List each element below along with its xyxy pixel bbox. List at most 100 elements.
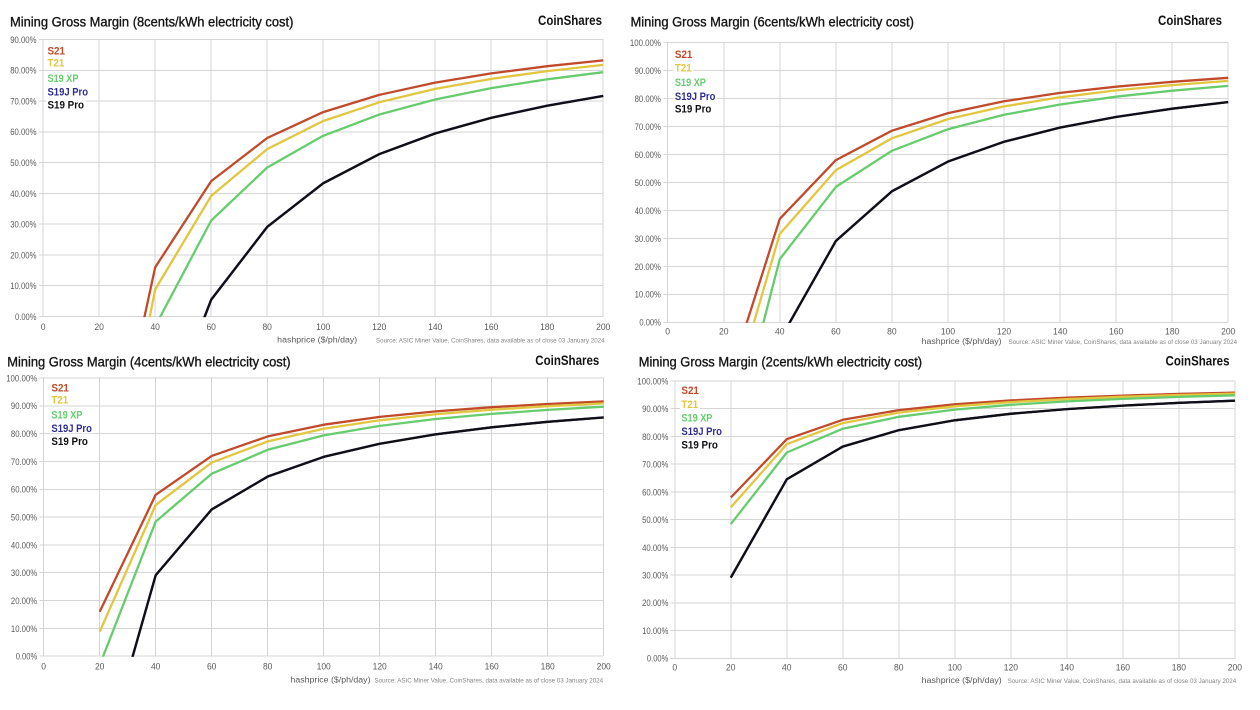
- svg-text:120: 120: [1004, 662, 1018, 673]
- svg-text:140: 140: [428, 322, 442, 333]
- svg-text:hashprice ($/ph/day): hashprice ($/ph/day): [277, 335, 357, 344]
- svg-text:60.00%: 60.00%: [11, 485, 38, 496]
- svg-text:0.00%: 0.00%: [16, 652, 38, 663]
- svg-text:100.00%: 100.00%: [630, 38, 661, 49]
- svg-text:hashprice ($/ph/day): hashprice ($/ph/day): [922, 337, 1002, 346]
- svg-text:Source: ASIC Miner Value, Coin: Source: ASIC Miner Value, CoinShares, da…: [1009, 339, 1238, 346]
- svg-text:T21: T21: [675, 62, 692, 74]
- svg-text:100.00%: 100.00%: [6, 373, 37, 384]
- svg-text:30.00%: 30.00%: [11, 568, 38, 579]
- svg-text:60: 60: [831, 327, 841, 338]
- svg-text:200: 200: [597, 662, 611, 673]
- svg-text:S19 Pro: S19 Pro: [48, 100, 85, 112]
- svg-text:180: 180: [1172, 662, 1186, 673]
- svg-text:40.00%: 40.00%: [642, 543, 669, 554]
- svg-text:CoinShares: CoinShares: [1158, 12, 1222, 28]
- svg-text:90.00%: 90.00%: [635, 66, 662, 77]
- svg-text:Mining Gross Margin (8cents/kW: Mining Gross Margin (8cents/kWh electric…: [10, 14, 293, 30]
- svg-text:20.00%: 20.00%: [635, 262, 662, 273]
- svg-text:20.00%: 20.00%: [11, 596, 38, 607]
- svg-text:60.00%: 60.00%: [635, 150, 662, 161]
- svg-text:200: 200: [1228, 662, 1242, 673]
- svg-text:60.00%: 60.00%: [642, 487, 669, 498]
- svg-text:160: 160: [484, 322, 498, 333]
- svg-text:140: 140: [1053, 327, 1067, 338]
- svg-text:20.00%: 20.00%: [642, 598, 669, 609]
- svg-text:120: 120: [372, 322, 386, 333]
- svg-text:0: 0: [665, 327, 670, 338]
- svg-text:10.00%: 10.00%: [10, 281, 37, 292]
- svg-text:0: 0: [672, 662, 677, 673]
- svg-text:80.00%: 80.00%: [642, 432, 669, 443]
- svg-text:100: 100: [317, 662, 331, 673]
- svg-text:20: 20: [94, 322, 104, 333]
- svg-text:Source: ASIC Miner Value, Coin: Source: ASIC Miner Value, CoinShares, da…: [376, 337, 605, 344]
- svg-text:S19 XP: S19 XP: [51, 410, 82, 422]
- svg-text:S21: S21: [681, 385, 699, 397]
- svg-text:hashprice ($/ph/day): hashprice ($/ph/day): [922, 676, 1002, 685]
- svg-text:0: 0: [41, 662, 46, 673]
- svg-text:Source: ASIC Miner Value, Coin: Source: ASIC Miner Value, CoinShares, da…: [1008, 678, 1237, 685]
- svg-text:160: 160: [1116, 662, 1130, 673]
- svg-text:70.00%: 70.00%: [635, 122, 662, 133]
- svg-text:CoinShares: CoinShares: [538, 12, 602, 28]
- svg-text:50.00%: 50.00%: [11, 513, 38, 524]
- svg-text:T21: T21: [51, 395, 68, 407]
- svg-text:Mining Gross Margin (4cents/kW: Mining Gross Margin (4cents/kWh electric…: [7, 354, 290, 370]
- svg-text:120: 120: [373, 662, 387, 673]
- svg-text:70.00%: 70.00%: [642, 460, 669, 471]
- svg-text:S19 Pro: S19 Pro: [681, 440, 718, 452]
- svg-text:30.00%: 30.00%: [635, 234, 662, 245]
- svg-text:40.00%: 40.00%: [10, 189, 37, 200]
- svg-text:90.00%: 90.00%: [11, 401, 38, 412]
- svg-text:S21: S21: [675, 49, 693, 61]
- svg-text:100.00%: 100.00%: [637, 376, 668, 387]
- svg-text:50.00%: 50.00%: [642, 515, 669, 526]
- svg-text:80: 80: [262, 322, 272, 333]
- svg-text:80.00%: 80.00%: [635, 94, 662, 105]
- svg-text:80: 80: [887, 327, 897, 338]
- svg-text:Mining Gross Margin (2cents/kW: Mining Gross Margin (2cents/kWh electric…: [639, 354, 922, 370]
- svg-text:S21: S21: [48, 45, 66, 57]
- svg-text:40.00%: 40.00%: [11, 540, 38, 551]
- svg-text:70.00%: 70.00%: [10, 97, 37, 108]
- svg-text:70.00%: 70.00%: [11, 457, 38, 468]
- svg-text:80.00%: 80.00%: [11, 429, 38, 440]
- svg-text:140: 140: [429, 662, 443, 673]
- svg-text:T21: T21: [681, 399, 698, 411]
- svg-text:CoinShares: CoinShares: [1166, 352, 1230, 368]
- svg-text:140: 140: [1060, 662, 1074, 673]
- svg-text:0.00%: 0.00%: [639, 318, 661, 329]
- svg-text:20: 20: [726, 662, 736, 673]
- svg-text:200: 200: [596, 322, 610, 333]
- svg-text:10.00%: 10.00%: [642, 626, 669, 637]
- svg-text:50.00%: 50.00%: [10, 158, 37, 169]
- svg-text:40: 40: [775, 327, 785, 338]
- svg-text:S21: S21: [51, 382, 69, 394]
- svg-text:40: 40: [782, 662, 792, 673]
- svg-text:S19 XP: S19 XP: [681, 412, 712, 424]
- svg-text:60: 60: [206, 322, 216, 333]
- svg-text:S19J Pro: S19J Pro: [681, 426, 722, 438]
- svg-text:100: 100: [941, 327, 955, 338]
- svg-text:50.00%: 50.00%: [635, 178, 662, 189]
- svg-text:S19J Pro: S19J Pro: [675, 91, 716, 103]
- svg-text:20.00%: 20.00%: [10, 250, 37, 261]
- svg-text:0.00%: 0.00%: [647, 654, 669, 665]
- svg-text:20: 20: [95, 662, 105, 673]
- svg-text:40: 40: [151, 662, 161, 673]
- svg-text:Source: ASIC Miner Value, Coin: Source: ASIC Miner Value, CoinShares, da…: [375, 678, 604, 685]
- svg-text:40: 40: [150, 322, 160, 333]
- svg-text:90.00%: 90.00%: [10, 35, 37, 46]
- svg-text:100: 100: [316, 322, 330, 333]
- svg-text:hashprice ($/ph/day): hashprice ($/ph/day): [291, 676, 371, 685]
- svg-text:80: 80: [263, 662, 273, 673]
- svg-text:30.00%: 30.00%: [642, 571, 669, 582]
- svg-text:T21: T21: [48, 57, 65, 69]
- svg-text:S19J Pro: S19J Pro: [51, 423, 92, 435]
- svg-text:60.00%: 60.00%: [10, 127, 37, 138]
- svg-text:160: 160: [485, 662, 499, 673]
- svg-text:20: 20: [719, 327, 729, 338]
- svg-text:200: 200: [1221, 327, 1235, 338]
- svg-text:S19J Pro: S19J Pro: [48, 86, 89, 98]
